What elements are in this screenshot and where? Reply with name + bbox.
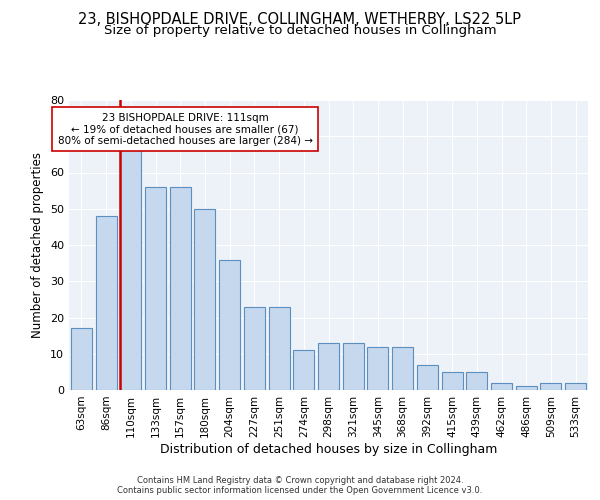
Bar — [95, 216, 116, 390]
Bar — [194, 209, 215, 390]
Y-axis label: Number of detached properties: Number of detached properties — [31, 152, 44, 338]
Bar — [442, 372, 463, 390]
Bar — [417, 364, 438, 390]
Bar — [219, 260, 240, 390]
Bar — [318, 343, 339, 390]
Bar — [565, 383, 586, 390]
Text: 23 BISHOPDALE DRIVE: 111sqm
← 19% of detached houses are smaller (67)
80% of sem: 23 BISHOPDALE DRIVE: 111sqm ← 19% of det… — [58, 112, 313, 146]
Bar — [71, 328, 92, 390]
Bar — [120, 147, 141, 390]
Text: Size of property relative to detached houses in Collingham: Size of property relative to detached ho… — [104, 24, 496, 37]
Bar — [392, 346, 413, 390]
Bar — [145, 187, 166, 390]
Bar — [343, 343, 364, 390]
Text: Contains HM Land Registry data © Crown copyright and database right 2024.
Contai: Contains HM Land Registry data © Crown c… — [118, 476, 482, 495]
Text: Distribution of detached houses by size in Collingham: Distribution of detached houses by size … — [160, 442, 497, 456]
Bar — [516, 386, 537, 390]
Bar — [541, 383, 562, 390]
Bar — [367, 346, 388, 390]
Bar — [491, 383, 512, 390]
Bar — [244, 306, 265, 390]
Bar — [466, 372, 487, 390]
Bar — [293, 350, 314, 390]
Bar — [170, 187, 191, 390]
Bar — [269, 306, 290, 390]
Text: 23, BISHOPDALE DRIVE, COLLINGHAM, WETHERBY, LS22 5LP: 23, BISHOPDALE DRIVE, COLLINGHAM, WETHER… — [79, 12, 521, 28]
